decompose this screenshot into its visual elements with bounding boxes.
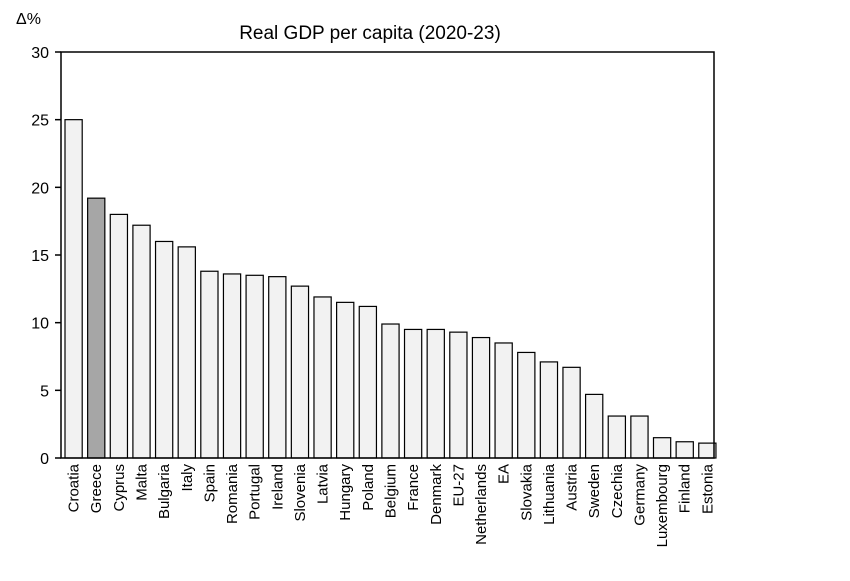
bar-slovenia	[290, 285, 310, 459]
plot-frame	[60, 51, 715, 459]
chart-title: Real GDP per capita (2020-23)	[239, 23, 501, 44]
bar-poland	[358, 305, 378, 459]
y-tick-label: 5	[40, 383, 49, 400]
bar-belgium	[381, 323, 400, 459]
category-label: Romania	[224, 463, 241, 524]
bar-portugal	[245, 274, 264, 459]
category-label: Ireland	[269, 464, 286, 510]
bar-malta	[132, 224, 151, 459]
bar-eu-27	[449, 331, 468, 459]
bar-spain	[200, 270, 219, 459]
category-label: Estonia	[699, 463, 716, 514]
category-label: Germany	[631, 464, 648, 526]
bar-finland	[675, 441, 694, 459]
bar-sweden	[584, 393, 604, 459]
category-label: Croatia	[66, 463, 83, 512]
bar-hungary	[336, 301, 355, 459]
category-label: EU-27	[450, 464, 467, 507]
bar-romania	[222, 273, 242, 459]
y-tick-label: 0	[40, 451, 49, 468]
category-label: Denmark	[428, 464, 445, 525]
category-label: Austria	[564, 463, 581, 510]
bar-netherlands	[471, 336, 491, 459]
bars	[64, 119, 717, 459]
category-label: Malta	[134, 463, 151, 500]
bar-ea	[494, 342, 513, 459]
bar-denmark	[426, 328, 445, 459]
category-label: Italy	[179, 464, 196, 492]
category-label: France	[405, 464, 422, 511]
category-label: Bulgaria	[156, 463, 173, 519]
category-label: Portugal	[247, 464, 264, 520]
y-tick-label: 30	[31, 45, 49, 62]
category-label: Slovenia	[292, 463, 309, 521]
bar-luxembourg	[652, 437, 672, 459]
category-label: Luxembourg	[654, 464, 671, 547]
category-label: EA	[496, 464, 513, 484]
bar-ireland	[268, 276, 287, 459]
bar-cyprus	[109, 213, 129, 459]
bar-france	[403, 328, 423, 459]
category-label: Finland	[677, 464, 694, 513]
bar-lithuania	[539, 361, 559, 459]
y-tick-label: 25	[31, 113, 49, 130]
bar-germany	[630, 415, 649, 459]
category-label: Slovakia	[518, 463, 535, 520]
category-label: Netherlands	[473, 464, 490, 545]
y-tick-label: 15	[31, 248, 49, 265]
category-label: Sweden	[586, 464, 603, 518]
bar-bulgaria	[154, 240, 174, 459]
category-label: Belgium	[382, 464, 399, 518]
category-label: Greece	[88, 464, 105, 513]
bar-italy	[177, 246, 196, 459]
bar-czechia	[607, 415, 627, 459]
category-label: Lithuania	[541, 463, 558, 525]
category-label: Latvia	[315, 463, 332, 504]
y-axis-ticks: 0 5 10 15 20 25 30	[31, 45, 61, 468]
category-label: Poland	[360, 464, 377, 511]
category-label: Czechia	[609, 463, 626, 518]
y-axis-label: Δ%	[16, 11, 41, 28]
category-labels: Croatia Greece Cyprus Malta Bulgaria Italy Spa…	[66, 463, 717, 547]
y-tick-label: 20	[31, 180, 49, 197]
bar-latvia	[313, 296, 332, 459]
bar-croatia	[64, 119, 83, 459]
category-label: Cyprus	[111, 464, 128, 512]
bar-austria	[562, 366, 581, 459]
bar-greece	[87, 197, 106, 459]
bar-slovakia	[517, 351, 536, 459]
y-tick-label: 10	[31, 316, 49, 333]
category-label: Hungary	[337, 464, 354, 521]
category-label: Spain	[201, 464, 218, 502]
